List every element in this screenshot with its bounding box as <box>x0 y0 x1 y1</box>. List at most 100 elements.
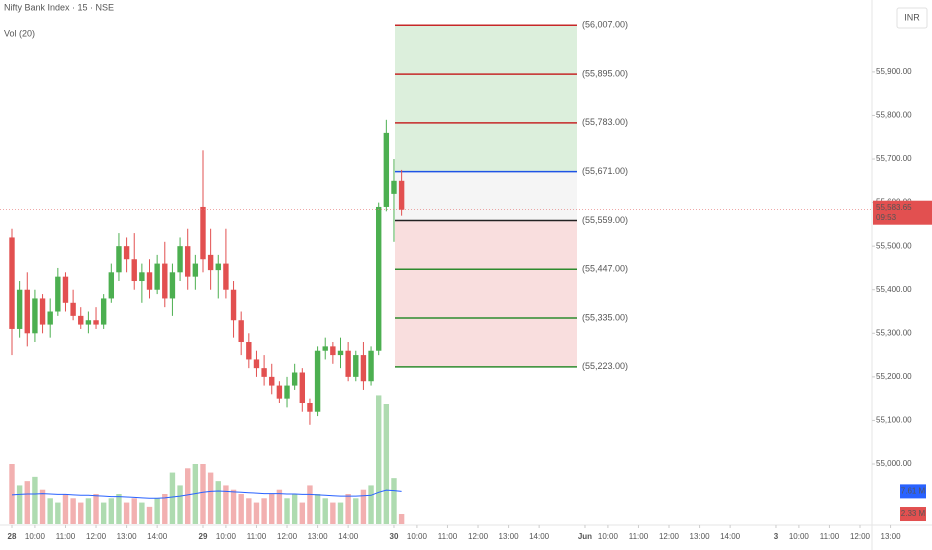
volume-bar <box>368 485 374 524</box>
y-tick-label: 55,000.00 <box>876 459 912 468</box>
volume-bar <box>345 494 351 524</box>
y-tick-label: 55,800.00 <box>876 111 912 120</box>
candle-body <box>32 298 38 334</box>
volume-bar <box>131 498 137 524</box>
candle-body <box>230 289 237 321</box>
x-tick-label: 13:00 <box>690 532 711 541</box>
volume-bar <box>261 498 267 524</box>
candle-body <box>345 350 351 377</box>
volume-bar <box>269 494 275 524</box>
candle-body <box>39 298 46 325</box>
volume-bar <box>78 502 84 524</box>
current-price-label: 55,583.65 <box>876 203 912 212</box>
candle-body <box>85 320 92 325</box>
volume-bar <box>70 498 76 524</box>
candle-body <box>192 263 199 277</box>
volume-bar <box>200 464 206 524</box>
x-tick-label: 11:00 <box>438 532 458 541</box>
candle-body <box>261 368 267 377</box>
x-tick-label: 13:00 <box>117 532 138 541</box>
candle-body <box>360 355 367 382</box>
candle-body <box>139 272 145 282</box>
level-label: (55,671.00) <box>582 166 628 176</box>
candle-body <box>253 359 260 369</box>
candle-body <box>146 272 153 290</box>
y-tick-label: 55,900.00 <box>876 67 912 76</box>
x-tick-label: 30 <box>390 532 399 541</box>
x-tick-label: 11:00 <box>629 532 649 541</box>
level-label: (55,895.00) <box>582 68 628 78</box>
volume-bar <box>162 494 168 524</box>
candle-body <box>398 180 405 210</box>
currency[interactable]: INR <box>904 12 920 22</box>
candle-body <box>169 272 176 299</box>
volume-bar <box>246 498 252 524</box>
level-label: (55,447.00) <box>582 264 628 274</box>
volume-bar <box>207 472 214 524</box>
volume-bar <box>47 498 53 524</box>
volume-bar <box>376 395 382 524</box>
candle-body <box>108 272 115 299</box>
x-tick-label: 13:00 <box>881 532 902 541</box>
x-tick-label: 12:00 <box>86 532 107 541</box>
level-zone <box>395 318 577 367</box>
candle-body <box>123 246 130 260</box>
x-tick-label: 14:00 <box>529 532 550 541</box>
candle-body <box>337 350 344 356</box>
level-zone <box>395 171 577 221</box>
candle-body <box>314 350 321 412</box>
candle-body <box>368 350 374 382</box>
volume-bar <box>353 498 359 524</box>
volume-bar <box>314 494 321 524</box>
candle-body <box>62 276 69 303</box>
x-tick-label: 12:00 <box>468 532 489 541</box>
volume-bar <box>185 468 191 524</box>
x-tick-label: 10:00 <box>789 532 810 541</box>
volume-ma-line <box>11 489 402 499</box>
x-tick-label: 12:00 <box>277 532 298 541</box>
candle-body <box>376 206 382 351</box>
volume-bar <box>62 494 69 524</box>
y-tick-label: 55,200.00 <box>876 372 912 381</box>
x-tick-label: 13:00 <box>499 532 520 541</box>
currency-box[interactable] <box>896 7 928 29</box>
candle-body <box>223 263 229 290</box>
volume-bar <box>39 489 46 524</box>
x-tick-label: 29 <box>199 532 208 541</box>
volume-bar <box>93 494 99 524</box>
candle-body <box>116 246 122 273</box>
candle-body <box>322 346 328 351</box>
volume-bar <box>85 498 92 524</box>
candle-body <box>276 385 283 399</box>
candle-body <box>177 246 183 273</box>
x-tick-label: 14:00 <box>720 532 741 541</box>
volume-bar <box>284 498 290 524</box>
level-zone <box>395 25 577 75</box>
x-tick-label: 28 <box>8 532 17 541</box>
chart-title: Nifty Bank Index · 15 · NSE <box>4 2 114 12</box>
x-tick-label: Jun <box>578 532 592 541</box>
volume-bar <box>116 494 122 524</box>
volume-bar <box>291 494 298 524</box>
volume-bar <box>383 404 390 524</box>
volume-bar <box>337 502 344 524</box>
volume-bar <box>253 502 260 524</box>
volume-bar <box>32 476 38 524</box>
volume-bar <box>215 481 221 524</box>
volume-bar <box>322 498 328 524</box>
candle-body <box>9 237 15 329</box>
x-tick-label: 10:00 <box>25 532 46 541</box>
volume-bar <box>230 489 237 524</box>
current-price-countdown: 09:53 <box>876 213 897 222</box>
volume-bar <box>100 502 107 524</box>
volume-bar <box>108 498 115 524</box>
candle-body <box>353 355 359 377</box>
volume-bar <box>398 514 405 524</box>
volume-bar <box>223 485 229 524</box>
x-tick-label: 12:00 <box>850 532 871 541</box>
candle-body <box>307 403 313 412</box>
x-tick-label: 10:00 <box>216 532 237 541</box>
volume-bar <box>24 481 30 524</box>
volume-ma-label: 7.61 M <box>901 486 926 495</box>
